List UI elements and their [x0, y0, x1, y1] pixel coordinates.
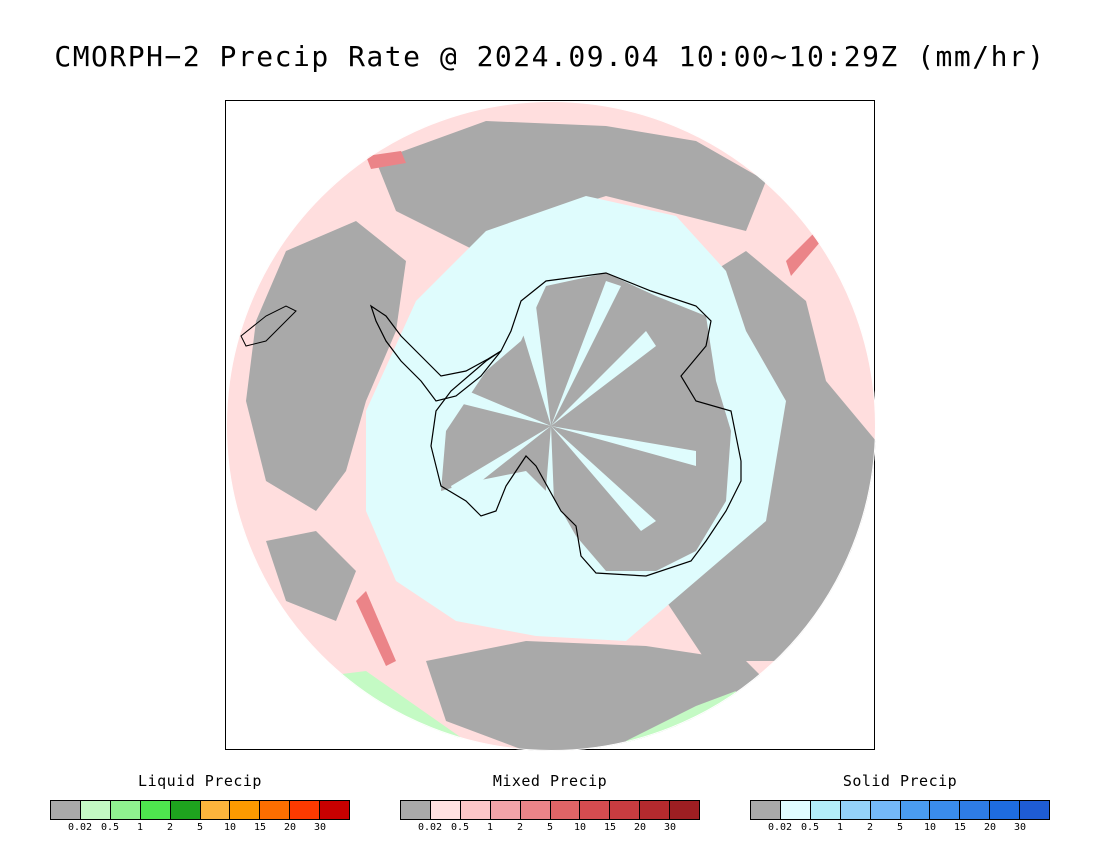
- color-swatch: [170, 801, 201, 819]
- tick-label: 0.02: [767, 822, 793, 833]
- tick-label: 30: [1013, 822, 1027, 833]
- color-swatch: [260, 801, 291, 819]
- page-title: CMORPH−2 Precip Rate @ 2024.09.04 10:00∼…: [54, 40, 1046, 73]
- legend-liquid-precip: Liquid Precip 0.02 0.5 1 2 5 10 15 20 30: [50, 772, 350, 836]
- tick-label: 20: [283, 822, 297, 833]
- color-swatch: [900, 801, 931, 819]
- mixed-heavy-streak: [786, 231, 821, 276]
- legend-solid-precip: Solid Precip 0.02 0.5 1 2 5 10 15 20 30: [750, 772, 1050, 836]
- mixed-heavy-streak: [366, 151, 406, 169]
- tick-labels: 0.02 0.5 1 2 5 10 15 20 30: [750, 822, 1050, 836]
- legend-title: Mixed Precip: [492, 772, 608, 790]
- tick-label: 0.5: [450, 822, 470, 833]
- antarctica-coastline: [430, 272, 742, 577]
- tick-label: 1: [836, 822, 844, 833]
- tick-label: 0.5: [800, 822, 820, 833]
- color-swatch: [930, 801, 961, 819]
- color-swatch: [110, 801, 141, 819]
- tick-label: 20: [633, 822, 647, 833]
- color-scale: [400, 800, 700, 820]
- tick-label: 10: [223, 822, 237, 833]
- color-swatch: [140, 801, 171, 819]
- tick-label: 2: [866, 822, 874, 833]
- color-swatch: [780, 801, 811, 819]
- color-swatch: [960, 801, 991, 819]
- tick-label: 5: [896, 822, 904, 833]
- color-swatch: [840, 801, 871, 819]
- tick-label: 2: [516, 822, 524, 833]
- south-america-coastline: [240, 305, 297, 347]
- color-swatch: [990, 801, 1021, 819]
- color-scale: [50, 800, 350, 820]
- antarctica-no-precip: [441, 273, 731, 571]
- legend-mixed-precip: Mixed Precip 0.02 0.5 1 2 5 10 15 20 30: [400, 772, 700, 836]
- color-swatch: [490, 801, 521, 819]
- peninsula-coastline: [369, 304, 502, 402]
- no-precip-region: [376, 121, 766, 251]
- no-precip-region: [246, 221, 406, 511]
- antarctica-solid-streaks: [451, 281, 696, 551]
- color-swatch: [580, 801, 611, 819]
- color-swatch: [401, 801, 431, 819]
- color-swatch: [870, 801, 901, 819]
- precip-map: [225, 100, 876, 751]
- color-swatch: [751, 801, 781, 819]
- color-swatch: [670, 801, 700, 819]
- mixed-heavy-streak: [356, 591, 396, 666]
- tick-label: 10: [573, 822, 587, 833]
- tick-label: 30: [663, 822, 677, 833]
- color-swatch: [640, 801, 671, 819]
- legend-title: Solid Precip: [842, 772, 958, 790]
- tick-label: 20: [983, 822, 997, 833]
- tick-label: 0.5: [100, 822, 120, 833]
- legend-title: Liquid Precip: [138, 772, 262, 790]
- color-swatch: [80, 801, 111, 819]
- tick-label: 1: [486, 822, 494, 833]
- color-swatch: [610, 801, 641, 819]
- color-swatch: [460, 801, 491, 819]
- color-swatch: [290, 801, 321, 819]
- tick-label: 10: [923, 822, 937, 833]
- tick-label: 5: [196, 822, 204, 833]
- tick-label: 15: [953, 822, 967, 833]
- tick-label: 1: [136, 822, 144, 833]
- polar-map-svg: [226, 101, 876, 751]
- tick-label: 15: [253, 822, 267, 833]
- tick-label: 0.02: [67, 822, 93, 833]
- tick-label: 15: [603, 822, 617, 833]
- color-swatch: [810, 801, 841, 819]
- color-scale: [750, 800, 1050, 820]
- tick-label: 30: [313, 822, 327, 833]
- no-precip-region: [266, 531, 356, 621]
- color-swatch: [430, 801, 461, 819]
- tick-labels: 0.02 0.5 1 2 5 10 15 20 30: [50, 822, 350, 836]
- tick-labels: 0.02 0.5 1 2 5 10 15 20 30: [400, 822, 700, 836]
- color-swatch: [320, 801, 350, 819]
- tick-label: 2: [166, 822, 174, 833]
- color-swatch: [200, 801, 231, 819]
- color-swatch: [550, 801, 581, 819]
- tick-label: 0.02: [417, 822, 443, 833]
- tick-label: 5: [546, 822, 554, 833]
- color-swatch: [230, 801, 261, 819]
- color-swatch: [1020, 801, 1050, 819]
- color-swatch: [520, 801, 551, 819]
- color-swatch: [51, 801, 81, 819]
